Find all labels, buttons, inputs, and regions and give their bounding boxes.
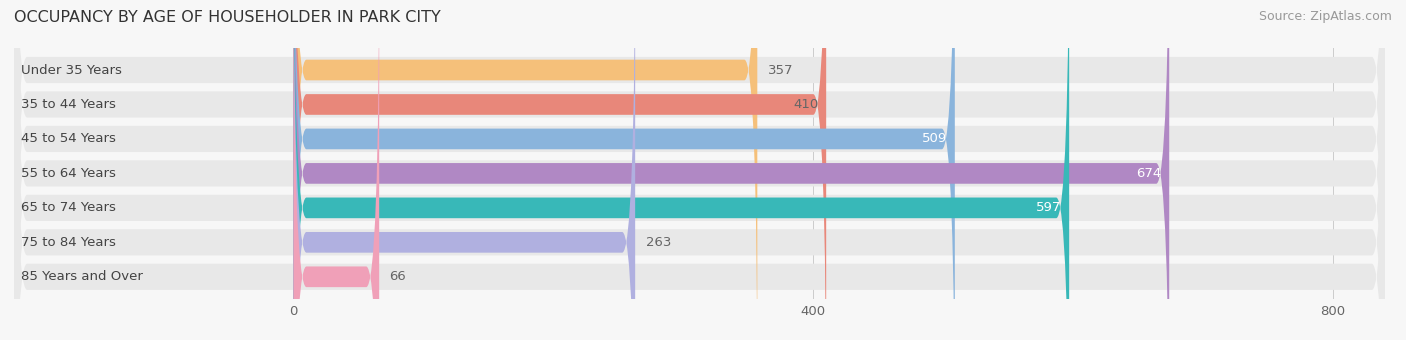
- Text: 597: 597: [1036, 201, 1062, 214]
- FancyBboxPatch shape: [14, 0, 1385, 340]
- Text: 35 to 44 Years: 35 to 44 Years: [21, 98, 115, 111]
- FancyBboxPatch shape: [14, 0, 1385, 340]
- Text: 66: 66: [389, 270, 406, 283]
- Text: 357: 357: [768, 64, 793, 76]
- FancyBboxPatch shape: [294, 0, 955, 340]
- Text: Source: ZipAtlas.com: Source: ZipAtlas.com: [1258, 10, 1392, 23]
- Text: 75 to 84 Years: 75 to 84 Years: [21, 236, 115, 249]
- FancyBboxPatch shape: [14, 0, 1385, 340]
- FancyBboxPatch shape: [14, 0, 1385, 340]
- Text: 45 to 54 Years: 45 to 54 Years: [21, 133, 115, 146]
- Text: 509: 509: [922, 133, 948, 146]
- FancyBboxPatch shape: [14, 0, 1385, 340]
- Text: 85 Years and Over: 85 Years and Over: [21, 270, 142, 283]
- FancyBboxPatch shape: [294, 0, 827, 340]
- FancyBboxPatch shape: [294, 0, 1170, 340]
- FancyBboxPatch shape: [294, 0, 758, 340]
- FancyBboxPatch shape: [294, 0, 636, 340]
- FancyBboxPatch shape: [14, 0, 1385, 340]
- Text: OCCUPANCY BY AGE OF HOUSEHOLDER IN PARK CITY: OCCUPANCY BY AGE OF HOUSEHOLDER IN PARK …: [14, 10, 441, 25]
- Text: 65 to 74 Years: 65 to 74 Years: [21, 201, 115, 214]
- Text: 410: 410: [793, 98, 818, 111]
- Text: 674: 674: [1136, 167, 1161, 180]
- Text: 263: 263: [645, 236, 671, 249]
- FancyBboxPatch shape: [294, 0, 1069, 340]
- Text: Under 35 Years: Under 35 Years: [21, 64, 121, 76]
- Text: 55 to 64 Years: 55 to 64 Years: [21, 167, 115, 180]
- FancyBboxPatch shape: [14, 0, 1385, 340]
- FancyBboxPatch shape: [294, 0, 380, 340]
